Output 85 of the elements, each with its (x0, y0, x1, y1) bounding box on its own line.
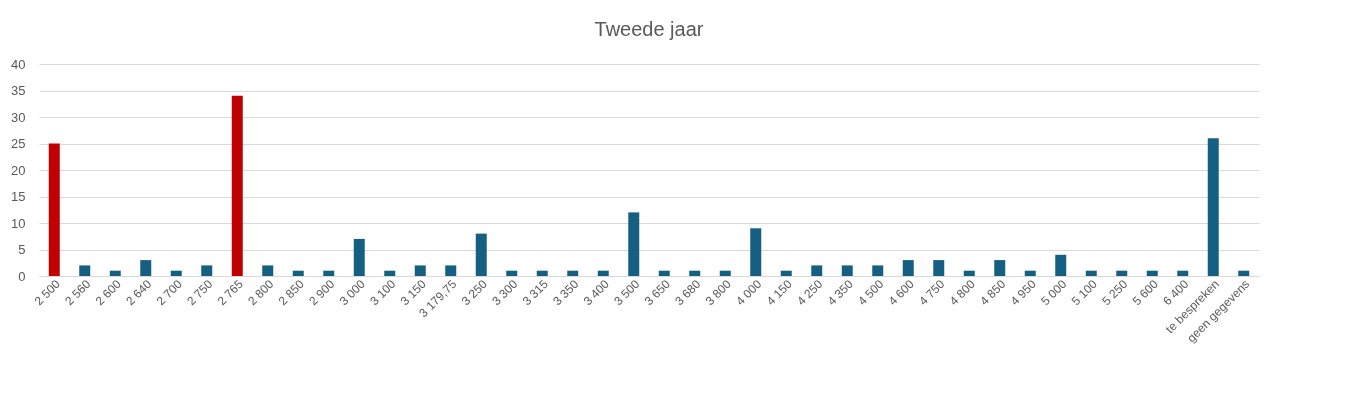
bar (323, 270, 335, 276)
x-tick-label: 4 850 (977, 276, 1009, 309)
x-tick-label: 3 000 (336, 276, 368, 309)
bar (994, 260, 1006, 276)
y-tick-label: 10 (11, 215, 26, 231)
y-tick-label: 20 (11, 162, 26, 178)
chart-title: Tweede jaar (594, 18, 704, 40)
bar (1146, 270, 1158, 276)
x-tick-label: 2 765 (214, 276, 246, 309)
x-tick-label: 4 950 (1007, 276, 1039, 309)
x-tick-label: 4 500 (855, 276, 887, 309)
x-tick-label: 3 100 (367, 276, 399, 309)
bar (597, 270, 609, 276)
y-tick-label: 25 (11, 136, 26, 151)
x-tick-label: 4 600 (885, 276, 917, 309)
y-tick-label: 5 (18, 242, 26, 257)
x-tick-label: 4 350 (824, 276, 856, 309)
x-tick-label: 3 650 (641, 276, 673, 309)
bar (48, 143, 60, 276)
x-tick-label: 4 250 (794, 276, 826, 309)
x-tick-label: 5 250 (1099, 276, 1131, 309)
bar (628, 212, 640, 276)
bar (780, 270, 792, 276)
x-tick-label: 3 315 (519, 276, 551, 309)
bar (1116, 270, 1128, 276)
x-tick-label: 2 900 (306, 276, 338, 309)
bar (963, 270, 975, 276)
bar (79, 265, 91, 276)
bar (109, 270, 121, 276)
bar (170, 270, 182, 276)
x-tick-label: 4 750 (916, 276, 948, 309)
x-tick-label: 2 750 (184, 276, 216, 309)
x-tick-label: 2 640 (123, 276, 155, 309)
bar (933, 260, 945, 276)
bar (292, 270, 304, 276)
bar (445, 265, 457, 276)
y-tick-label: 30 (11, 109, 26, 125)
x-tick-label: 4 800 (946, 276, 978, 309)
bar (1207, 138, 1219, 276)
bar (1024, 270, 1036, 276)
x-tick-label: 2 700 (153, 276, 185, 309)
x-tick-label: 2 850 (275, 276, 307, 309)
x-tick-label: 4 000 (733, 276, 765, 309)
bar (719, 270, 731, 276)
bar (475, 233, 487, 276)
bar (414, 265, 426, 276)
x-tick-label: 2 500 (31, 276, 63, 309)
x-tick-label: 5 000 (1038, 276, 1070, 309)
y-tick-label: 15 (11, 189, 26, 204)
x-tick-label: 2 800 (245, 276, 277, 309)
x-tick-label: 5 100 (1068, 276, 1100, 309)
bar (872, 265, 884, 276)
x-tick-label: 3 500 (611, 276, 643, 309)
bar (140, 260, 152, 276)
bar (1238, 270, 1250, 276)
bar (384, 270, 396, 276)
bar (567, 270, 579, 276)
x-tick-label: 5 600 (1129, 276, 1161, 309)
bar (1177, 270, 1189, 276)
x-tick-label: 2 600 (92, 276, 124, 309)
x-tick-label: 3 350 (550, 276, 582, 309)
x-tick-label: 3 680 (672, 276, 704, 309)
x-tick-label: 3 800 (702, 276, 734, 309)
x-tick-label: 2 560 (62, 276, 94, 309)
bar (902, 260, 914, 276)
bar (536, 270, 548, 276)
bar (231, 95, 243, 276)
x-tick-label: 3 250 (458, 276, 490, 309)
bar (262, 265, 274, 276)
x-tick-label: 4 150 (763, 276, 795, 309)
bar (353, 238, 365, 276)
y-tick-label: 40 (11, 56, 26, 72)
bar (1085, 270, 1097, 276)
bar (1055, 254, 1067, 276)
bar (750, 228, 762, 276)
y-tick-label: 0 (18, 268, 26, 284)
x-tick-label: 3 400 (580, 276, 612, 309)
bar (841, 265, 853, 276)
bar (811, 265, 823, 276)
x-tick-label: 3 300 (489, 276, 521, 309)
bar (689, 270, 701, 276)
bar (201, 265, 213, 276)
y-tick-label: 35 (11, 83, 26, 98)
bar (658, 270, 670, 276)
bar (506, 270, 518, 276)
